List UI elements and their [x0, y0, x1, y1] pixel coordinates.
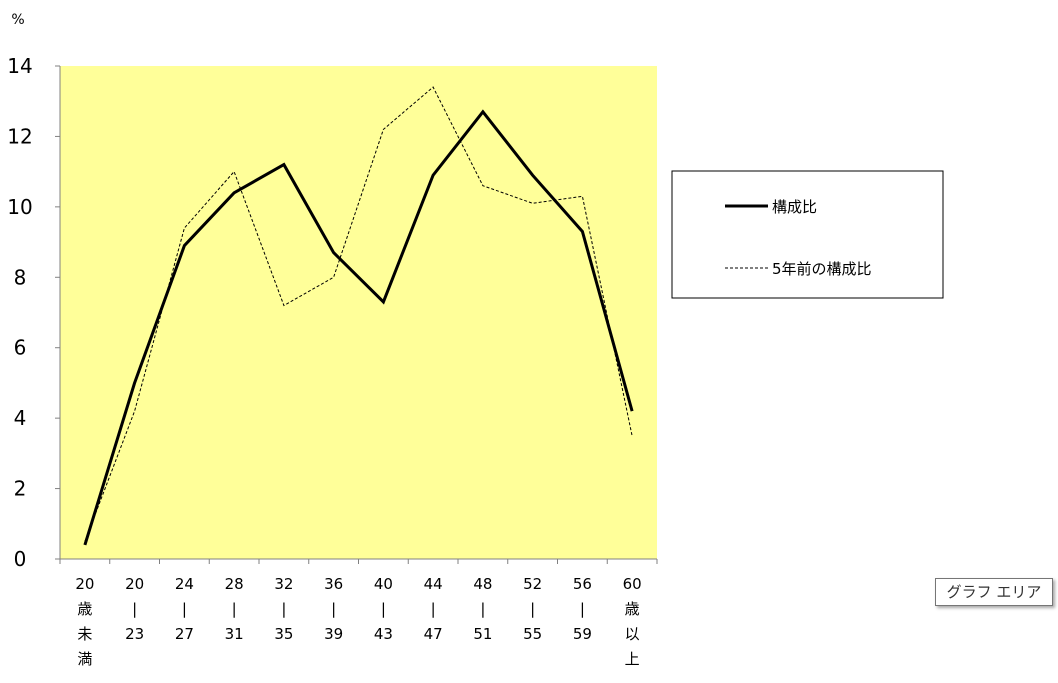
x-tick-label: 35 [274, 625, 293, 643]
x-tick-label: 44 [424, 575, 443, 593]
x-tick-label: | [281, 600, 286, 618]
y-tick-label: 10 [7, 195, 32, 219]
series-line-current [83, 109, 634, 546]
y-axis-unit: % [11, 12, 24, 28]
x-tick-label: 60 [623, 575, 642, 593]
x-tick-label: | [580, 600, 585, 618]
y-tick-label: 4 [14, 406, 27, 430]
legend-label: 構成比 [772, 198, 817, 216]
x-tick-label: | [331, 600, 336, 618]
x-tick-label: | [530, 600, 535, 618]
x-tick-label: 未 [77, 625, 92, 643]
x-tick-label: 24 [175, 575, 194, 593]
x-tick-label: 36 [324, 575, 343, 593]
y-tick-label: 12 [7, 124, 32, 148]
y-tick-label: 2 [14, 477, 27, 501]
legend-label: 5年前の構成比 [772, 260, 872, 278]
y-tick-label: 8 [14, 265, 27, 289]
chart-area-tooltip: グラフ エリア [935, 578, 1053, 606]
y-tick-label: 6 [14, 336, 27, 360]
x-tick-label: 59 [573, 625, 592, 643]
x-tick-label: 歳 [77, 600, 92, 618]
x-tick-label: 27 [175, 625, 194, 643]
x-tick-label: 28 [225, 575, 244, 593]
x-tick-label: 32 [274, 575, 293, 593]
x-tick-label: 43 [374, 625, 393, 643]
series-line-previous [84, 86, 633, 542]
x-tick-label: 48 [473, 575, 492, 593]
x-tick-label: 52 [523, 575, 542, 593]
x-tick-label: | [480, 600, 485, 618]
x-tick-label: 以 [625, 625, 640, 643]
x-tick-label: | [431, 600, 436, 618]
x-tick-label: 47 [424, 625, 443, 643]
x-tick-label: | [232, 600, 237, 618]
y-tick-label: 14 [7, 54, 32, 78]
x-tick-label: 歳 [625, 600, 640, 618]
x-tick-label: 39 [324, 625, 343, 643]
x-tick-label: 55 [523, 625, 542, 643]
x-tick-label: 満 [77, 650, 92, 668]
legend-box [671, 170, 944, 299]
x-tick-label: 40 [374, 575, 393, 593]
plot-area [60, 66, 657, 559]
x-tick-label: 56 [573, 575, 592, 593]
x-tick-label: | [132, 600, 137, 618]
x-tick-label: 31 [225, 625, 244, 643]
x-tick-label: 20 [75, 575, 94, 593]
x-tick-label: 上 [625, 650, 640, 668]
x-tick-label: | [381, 600, 386, 618]
y-tick-label: 0 [14, 547, 27, 571]
x-tick-label: 20 [125, 575, 144, 593]
x-tick-label: 51 [473, 625, 492, 643]
x-tick-label: 23 [125, 625, 144, 643]
x-tick-label: | [182, 600, 187, 618]
